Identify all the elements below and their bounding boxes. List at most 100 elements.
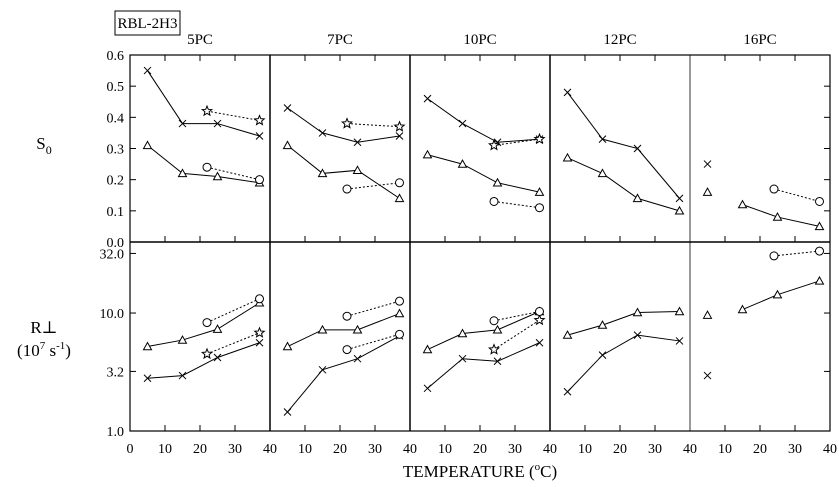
triangle-point [394,308,405,318]
x-tick-label: 10 [438,442,452,457]
triangle-point [422,344,433,354]
x-point [178,119,187,128]
y-tick-label-top: 0.3 [107,143,125,158]
y-tick-label-top: 0.5 [107,80,125,95]
series-line-top [147,144,260,184]
y-label-bottom-mid: s [45,341,56,360]
series-line-bottom [773,250,820,257]
triangle-point [457,328,468,338]
circle-point [815,196,824,206]
panel-title: 12PC [603,32,636,48]
x-point [395,132,404,140]
svg-text:TEMPERATURE (oC): TEMPERATURE (oC) [403,461,557,481]
triangle-point [737,199,748,209]
circle-point [489,196,499,206]
panel-title: 7PC [327,32,353,48]
x-tick-label: 10 [298,442,312,457]
series-line-top [346,182,400,190]
x-point [703,160,712,168]
y-tick-label-bottom: 32.0 [100,247,125,262]
x-point [423,94,432,103]
series-line-top [206,110,260,121]
triangle-point [674,205,685,215]
x-tick-label: 20 [193,442,207,457]
circle-point [489,316,499,326]
y-tick-label-bottom: 1.0 [107,425,125,440]
y-label-top: S0 [36,134,51,157]
x-point [423,384,432,393]
x-point [143,66,152,75]
triangle-point [177,335,188,344]
y-label-bottom-pre: (10 [17,341,40,360]
triangle-point [394,193,405,203]
series-line-bottom [147,302,260,348]
svg-text:(107 s-1): (107 s-1) [17,340,71,360]
circle-point [342,184,352,194]
x-point [535,338,544,347]
series-line-bottom [147,342,260,379]
series-line-bottom [742,280,820,311]
x-tick-label: 10 [158,442,172,457]
x-point [283,104,292,112]
star-point [253,114,266,126]
x-tick-label: 40 [683,442,697,457]
star-point [253,326,266,338]
series-line-top [427,154,540,193]
x-point [178,371,187,380]
x-point [255,338,264,347]
series-line-bottom [206,298,260,324]
y-tick-label-top: 0.6 [107,49,125,64]
series-line-bottom [567,334,680,393]
circle-point [535,307,544,317]
circle-point [255,175,264,185]
x-point [675,337,684,345]
series-line-bottom [567,311,680,336]
triangle-point [534,187,545,196]
triangle-point [597,320,608,329]
triangle-point [142,341,153,351]
circle-point [395,296,404,306]
triangle-point [317,324,328,334]
triangle-point [702,187,713,196]
series-line-top [773,188,820,202]
triangle-point [772,212,783,221]
x-point [598,351,607,359]
series-line-top [346,123,400,128]
triangle-point [702,310,713,319]
y-label-top-main: S [36,134,45,153]
circle-point [535,203,544,213]
plot-area: 0.0 0.1 0.2 0.3 0.4 0.5 0.6 1.0 3.2 10.0 32.0 5PC 0 1… [100,32,838,457]
figure-label: RBL-2H3 [118,16,178,32]
triangle-point [352,165,363,175]
x-label-sup: o [535,461,541,473]
y-label-bottom: R⊥ (107 s-1) [17,318,71,360]
x-point [703,371,712,380]
triangle-point [632,307,643,317]
y-tick-label-bottom: 3.2 [107,365,125,380]
plot-frame [129,54,831,432]
y-tick-label-top: 0.0 [107,236,125,251]
x-tick-label: 40 [403,442,417,457]
triangle-point [737,304,748,314]
x-point [283,408,292,416]
x-point [458,119,467,128]
x-label-end: C) [540,462,557,481]
triangle-point [492,177,503,187]
triangle-point [142,140,153,150]
x-tick-label: 20 [613,442,627,457]
x-point [318,129,327,137]
x-point [353,138,362,147]
series-line-top [147,70,260,137]
circle-point [395,329,404,339]
x-tick-label: 40 [263,442,277,457]
triangle-point [814,275,825,285]
star-point [487,343,501,355]
triangle-point [772,289,783,299]
series-line-bottom [287,313,400,347]
circle-point [202,318,212,328]
star-point [340,117,354,129]
x-point [633,144,642,153]
series-line-top [493,200,540,209]
y-label-bottom-line1: R⊥ [30,318,57,337]
series-line-top [206,166,260,181]
